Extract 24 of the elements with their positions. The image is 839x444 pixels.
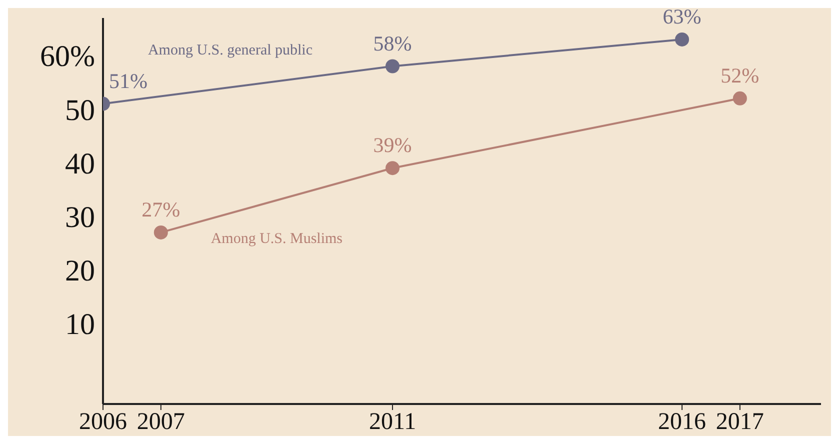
point	[386, 59, 400, 74]
y-tick-label: 30	[65, 201, 95, 234]
x-tick-label: 2016	[658, 409, 706, 436]
x-tick-label: 2017	[716, 409, 764, 436]
data-label: 63%	[662, 4, 702, 28]
y-tick-label: 50	[65, 94, 95, 127]
series-label: Among U.S. general public	[148, 42, 313, 58]
data-label: 58%	[373, 31, 412, 56]
y-tick-label: 40	[65, 147, 95, 180]
point	[675, 32, 690, 46]
x-tick-label: 2007	[136, 409, 185, 436]
x-tick-label: 2006	[79, 409, 127, 436]
point	[732, 91, 747, 106]
series-label: Among U.S. Muslims	[210, 231, 343, 248]
data-label: 51%	[109, 68, 148, 93]
y-tick-label: 20	[65, 254, 95, 288]
y-tick-label: 60%	[40, 40, 95, 74]
data-label: 27%	[142, 197, 180, 222]
data-label: 39%	[373, 133, 412, 158]
point	[386, 161, 400, 176]
x-tick-label: 2011	[368, 409, 416, 436]
data-label: 52%	[720, 63, 760, 88]
point	[154, 225, 168, 240]
y-tick-label: 10	[65, 308, 95, 342]
